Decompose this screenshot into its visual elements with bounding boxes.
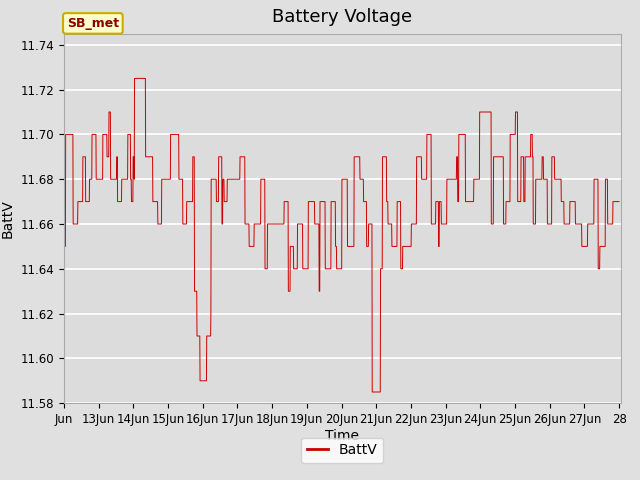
- Text: SB_met: SB_met: [67, 17, 119, 30]
- Legend: BattV: BattV: [301, 438, 383, 463]
- Title: Battery Voltage: Battery Voltage: [273, 9, 412, 26]
- Y-axis label: BattV: BattV: [1, 199, 15, 238]
- X-axis label: Time: Time: [325, 429, 360, 443]
